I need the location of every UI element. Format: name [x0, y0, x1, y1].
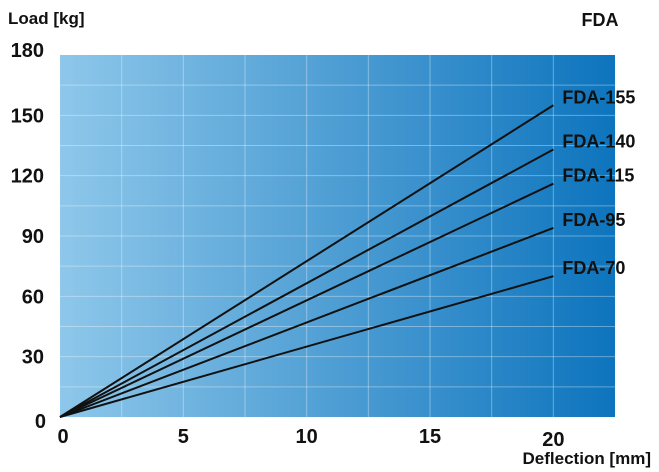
x-tick-label: 0 — [57, 426, 68, 448]
series-line-fda-155 — [59, 104, 554, 418]
x-tick-label: 15 — [419, 426, 441, 448]
x-tick-label: 5 — [178, 426, 189, 448]
series-line-fda-70 — [59, 275, 554, 418]
series-line-fda-115 — [59, 182, 554, 418]
y-tick-label: 120 — [11, 166, 44, 188]
y-tick-label: 90 — [22, 226, 44, 248]
y-tick-label: 0 — [35, 411, 46, 433]
tick-labels: 0 5 10 15 20 0 30 60 90 120 150 180 — [11, 40, 565, 451]
series-labels: FDA-155 FDA-140 FDA-115 FDA-95 FDA-70 — [562, 87, 635, 278]
x-tick-label: 20 — [542, 429, 564, 451]
x-tick-label: 10 — [296, 426, 318, 448]
y-axis-label: Load [kg] — [8, 9, 85, 28]
series-label: FDA-140 — [562, 132, 635, 152]
y-tick-label: 180 — [11, 40, 44, 62]
series-label: FDA-155 — [562, 87, 635, 107]
plot-area — [60, 55, 615, 417]
grid — [60, 55, 615, 417]
series-line-fda-140 — [59, 148, 554, 418]
x-axis-label: Deflection [mm] — [523, 449, 651, 468]
series-label: FDA-95 — [562, 210, 625, 230]
y-tick-label: 60 — [22, 286, 44, 308]
product-family-label: FDA — [582, 10, 619, 30]
series-line-fda-95 — [59, 227, 554, 418]
series-label: FDA-115 — [562, 166, 634, 186]
series-label: FDA-70 — [562, 258, 625, 278]
y-tick-label: 30 — [22, 347, 44, 369]
y-tick-label: 150 — [11, 105, 44, 127]
series-lines — [59, 104, 554, 418]
